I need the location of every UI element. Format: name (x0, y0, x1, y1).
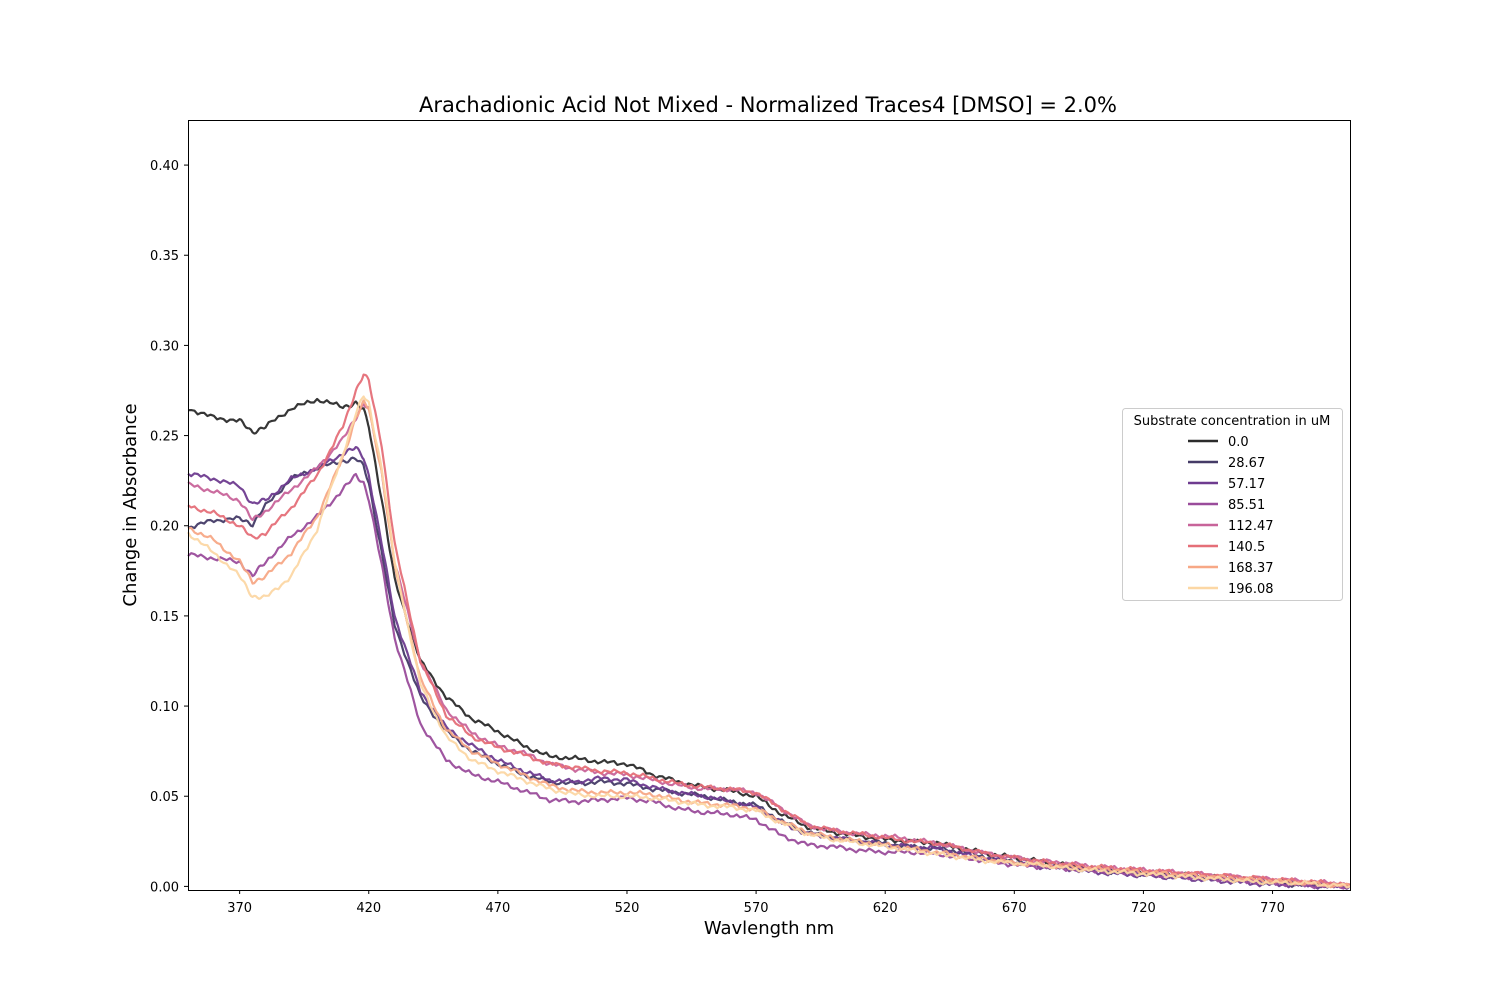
y-axis: 0.00 0.05 0.10 0.15 0.20 0.25 0.30 0.35 0.40 (150, 159, 188, 895)
x-tick-label: 770 (1260, 901, 1285, 916)
y-axis-title: Change in Absorbance (120, 403, 141, 606)
x-tick-label: 620 (873, 901, 898, 916)
x-tick-label: 520 (615, 901, 640, 916)
x-axis-title: Wavlength nm (704, 918, 834, 939)
x-axis: 370 420 470 520 570 620 670 720 770 (227, 890, 1285, 916)
y-tick-label: 0.00 (150, 880, 179, 895)
chart-title: Arachadionic Acid Not Mixed - Normalized… (419, 93, 1117, 117)
legend-label: 112.47 (1228, 519, 1274, 534)
x-tick-label: 570 (744, 901, 769, 916)
legend-label: 168.37 (1228, 561, 1274, 576)
legend-label: 85.51 (1228, 498, 1265, 513)
y-tick-label: 0.10 (150, 700, 179, 715)
legend-label: 28.67 (1228, 456, 1265, 471)
y-tick-label: 0.40 (150, 159, 179, 174)
legend-label: 196.08 (1228, 582, 1274, 597)
y-tick-label: 0.30 (150, 339, 179, 354)
x-tick-label: 670 (1002, 901, 1027, 916)
x-tick-label: 370 (227, 901, 252, 916)
plot-frame (188, 120, 1351, 891)
legend-label: 0.0 (1228, 435, 1249, 450)
x-tick-label: 470 (485, 901, 510, 916)
y-tick-label: 0.05 (150, 790, 179, 805)
series-line-196.08 (187, 395, 1351, 889)
y-tick-label: 0.35 (150, 249, 179, 264)
legend-label: 140.5 (1228, 540, 1265, 555)
legend: Substrate concentration in uM 0.0 28.67 57… (1122, 408, 1343, 601)
y-tick-label: 0.15 (150, 610, 179, 625)
y-tick-label: 0.25 (150, 430, 179, 445)
series-line-168.37 (187, 399, 1351, 889)
series-layer (187, 373, 1351, 890)
y-tick-label: 0.20 (150, 520, 179, 535)
legend-items: 0.0 28.67 57.17 85.51 112.47 140.5 168.37 196.0… (1188, 435, 1274, 597)
x-tick-label: 420 (356, 901, 381, 916)
legend-title: Substrate concentration in uM (1134, 414, 1331, 429)
x-tick-label: 720 (1131, 901, 1156, 916)
legend-label: 57.17 (1228, 477, 1265, 492)
series-line-140.5 (187, 373, 1351, 887)
legend-box (1122, 408, 1343, 601)
